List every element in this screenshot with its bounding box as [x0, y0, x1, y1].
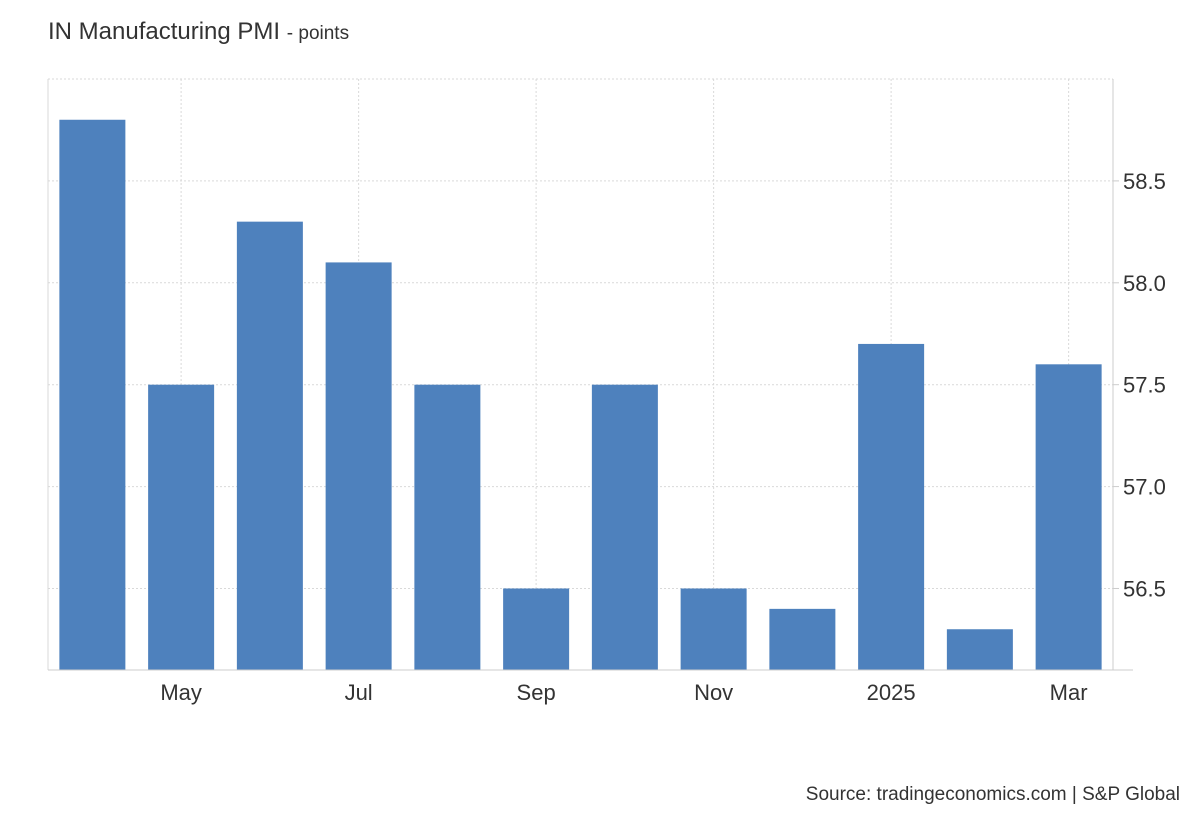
bar-2025-03	[1035, 364, 1102, 670]
y-tick-label: 58.5	[1123, 169, 1166, 194]
bar-2024-07	[325, 262, 392, 670]
tick-labels: 56.5 57.0 57.5 58.0 58.5 May Jul Sep Nov 2025 Mar	[160, 169, 1165, 705]
x-tick-label: Nov	[694, 680, 733, 705]
chart-subtitle: - points	[286, 23, 350, 44]
y-tick-label: 56.5	[1123, 576, 1166, 601]
x-tick-label: Mar	[1050, 680, 1088, 705]
x-tick-label: Sep	[517, 680, 556, 705]
x-tick-label: Jul	[345, 680, 373, 705]
y-tick-label: 57.5	[1123, 373, 1166, 398]
bar-2024-10	[591, 384, 658, 670]
bar-2024-11	[680, 588, 747, 670]
bars	[59, 119, 1102, 671]
bar-2024-06	[236, 221, 303, 671]
bar-2024-08	[414, 384, 481, 670]
bar-2024-09	[503, 588, 570, 670]
bar-2025-01	[858, 343, 925, 670]
bar-2024-12	[769, 608, 836, 670]
bar-2025-02	[946, 629, 1013, 670]
title-text: IN Manufacturing PMI	[48, 18, 281, 45]
chart-title: IN Manufacturing PMI - points	[48, 18, 349, 46]
bar-2024-04	[59, 119, 126, 671]
x-tick-label: May	[160, 680, 202, 705]
pmi-bar-chart: 56.5 57.0 57.5 58.0 58.5 May Jul Sep Nov 2025 Mar	[47, 78, 1166, 705]
source-attribution: Source: tradingeconomics.com | S&P Globa…	[805, 784, 1180, 805]
x-tick-label: 2025	[867, 680, 916, 705]
y-tick-label: 58.0	[1123, 271, 1166, 296]
bar-2024-05	[148, 384, 215, 670]
axes	[47, 79, 1133, 671]
y-tick-label: 57.0	[1123, 475, 1166, 500]
